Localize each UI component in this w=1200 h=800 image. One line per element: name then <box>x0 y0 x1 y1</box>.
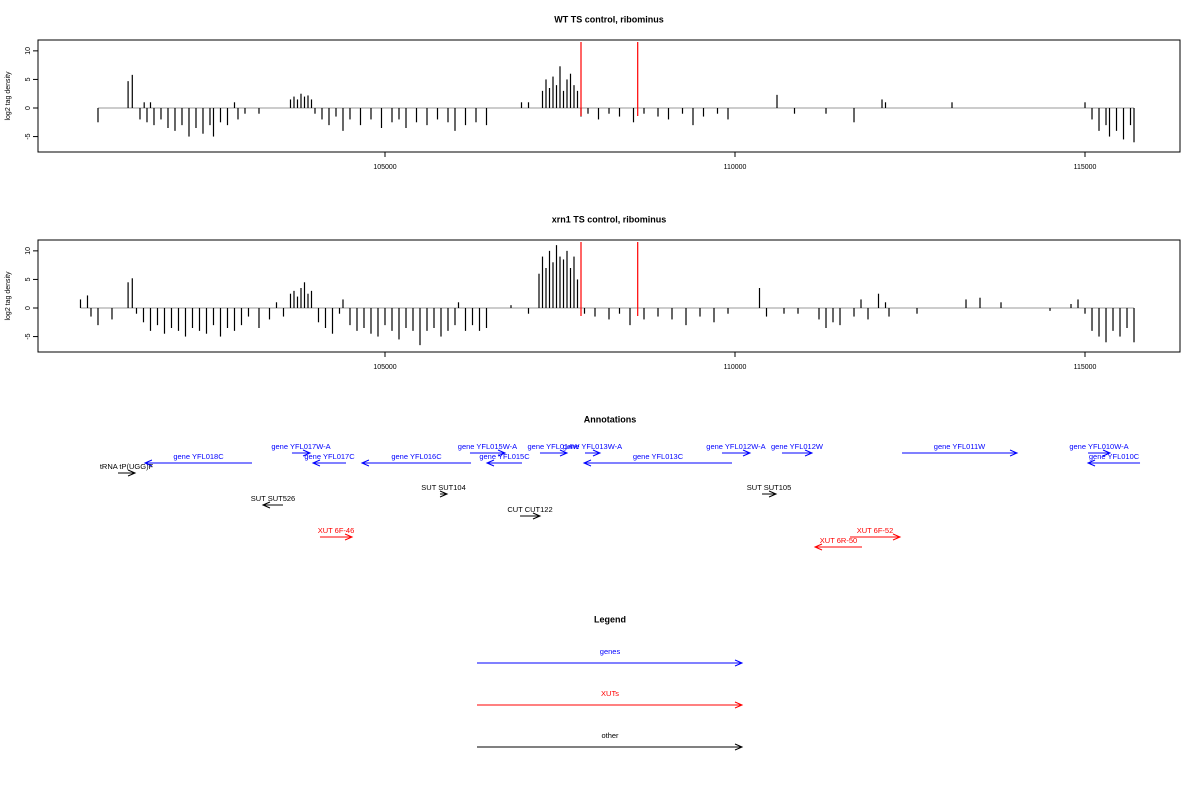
feature-arrow <box>469 449 507 457</box>
y-axis-label: log2 tag density <box>5 271 12 321</box>
feature-arrow <box>485 459 522 467</box>
legend-arrow <box>477 743 744 751</box>
feature-label: SUT SUT526 <box>251 494 295 503</box>
feature-label: gene YFL010C <box>1089 452 1140 461</box>
feature-label: gene YFL012W-A <box>706 442 765 451</box>
track-title: WT TS control, ribominus <box>554 14 664 24</box>
feature-arrow <box>1086 459 1141 467</box>
feature-arrow <box>721 449 752 457</box>
legend-arrow <box>477 701 744 709</box>
y-tick-label: -5 <box>25 133 32 139</box>
feature-label: gene YFL013W-A <box>563 442 622 451</box>
legend-label: XUTs <box>601 689 619 698</box>
feature-arrow <box>360 459 472 467</box>
feature-arrow <box>143 459 252 467</box>
feature-arrow <box>311 459 347 467</box>
legend-title: Legend <box>594 614 626 624</box>
feature-label: gene YFL015W-A <box>458 442 517 451</box>
feature-label: XUT 6F-52 <box>857 526 894 535</box>
feature-arrow <box>813 543 862 551</box>
x-tick-label: 115000 <box>1074 164 1097 171</box>
feature-label: gene YFL017W-A <box>271 442 330 451</box>
feature-label: gene YFL012W <box>771 442 824 451</box>
feature-arrow <box>118 469 137 477</box>
feature-label: tRNA tP(UGG)F <box>100 462 154 471</box>
annotations-title: Annotations <box>584 414 637 424</box>
y-axis-label: log2 tag density <box>5 71 12 121</box>
feature-label: gene YFL013C <box>633 452 684 461</box>
feature-arrow <box>439 490 449 498</box>
y-tick-label: -5 <box>25 333 32 339</box>
feature-arrow <box>1088 449 1112 457</box>
feature-arrow <box>319 533 354 541</box>
feature-arrow <box>520 512 542 520</box>
feature-arrow <box>261 501 284 509</box>
track-title: xrn1 TS control, ribominus <box>552 214 667 224</box>
x-tick-label: 105000 <box>373 164 396 171</box>
plot-frame <box>37 39 1181 153</box>
y-tick-label: 0 <box>25 106 32 110</box>
feature-label: gene YFL016C <box>391 452 442 461</box>
legend-label: genes <box>600 647 621 656</box>
feature-arrow <box>291 449 312 457</box>
y-tick-label: 5 <box>25 77 32 81</box>
feature-label: gene YFL015C <box>479 452 530 461</box>
feature-arrow <box>902 449 1019 457</box>
feature-arrow <box>584 449 602 457</box>
feature-arrow <box>781 449 814 457</box>
feature-arrow <box>850 533 902 541</box>
y-tick-label: 10 <box>25 47 32 55</box>
feature-label: gene YFL018C <box>173 452 224 461</box>
y-tick-label: 10 <box>25 247 32 255</box>
plot-frame <box>37 239 1181 353</box>
x-tick-label: 105000 <box>373 364 396 371</box>
feature-label: XUT 6F-46 <box>318 526 355 535</box>
feature-label: XUT 6R-50 <box>820 536 857 545</box>
legend-label: other <box>601 731 619 740</box>
x-tick-label: 110000 <box>724 164 747 171</box>
feature-label: gene YFL010W-A <box>1069 442 1128 451</box>
legend-arrow <box>477 659 744 667</box>
feature-label: SUT SUT105 <box>747 483 791 492</box>
feature-arrow <box>582 459 732 467</box>
feature-label: gene YFL011W <box>934 442 986 451</box>
feature-label: gene YFL017C <box>304 452 355 461</box>
feature-arrow <box>539 449 569 457</box>
feature-label: CUT CUT122 <box>507 505 552 514</box>
y-tick-label: 0 <box>25 306 32 310</box>
y-tick-label: 5 <box>25 277 32 281</box>
feature-label: SUT SUT104 <box>421 483 465 492</box>
feature-arrow <box>762 490 778 498</box>
x-tick-label: 115000 <box>1074 364 1097 371</box>
feature-label: gene YFL014W <box>527 442 580 451</box>
x-tick-label: 110000 <box>724 364 747 371</box>
